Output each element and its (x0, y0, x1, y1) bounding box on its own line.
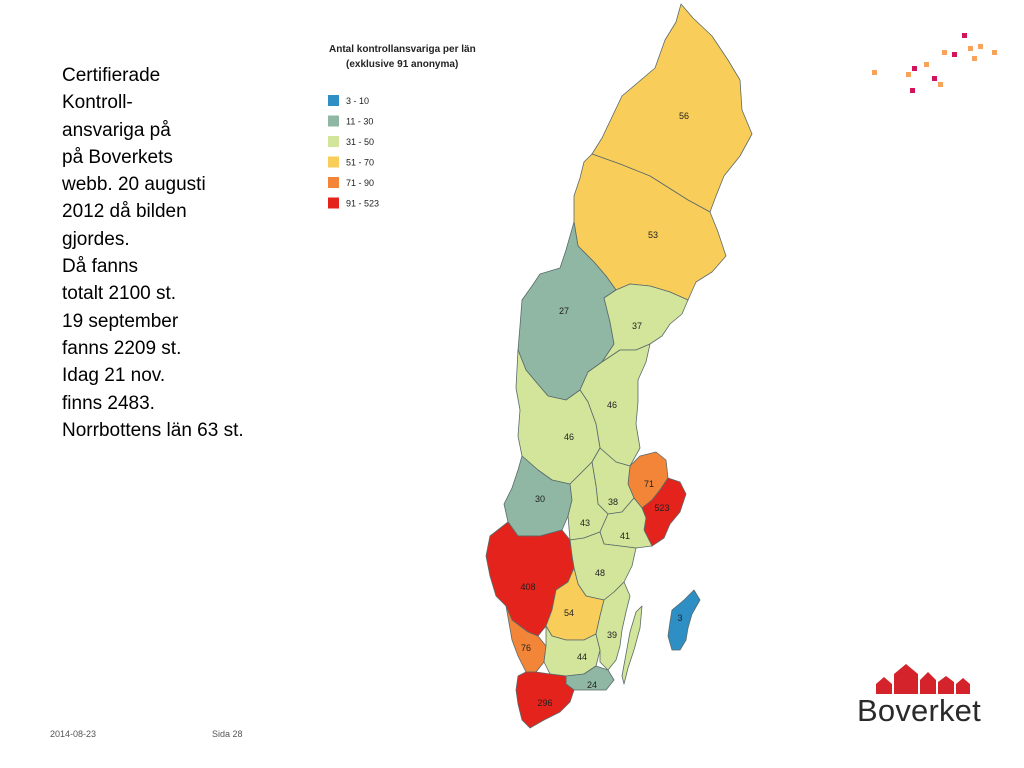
logo-house (920, 672, 936, 694)
county-value-label: 46 (564, 432, 574, 442)
legend-label: 11 - 30 (346, 117, 373, 127)
decorative-dot (932, 76, 937, 81)
note-line: fanns 2209 st. (62, 337, 182, 359)
legend-swatch (328, 177, 339, 188)
decorative-dot (872, 70, 877, 75)
legend-title-line2: (exklusive 91 anonyma) (346, 59, 458, 70)
legend-swatch (328, 136, 339, 147)
county-value-label: 24 (587, 680, 597, 690)
legend-title-line1: Antal kontrollansvariga per län (329, 44, 476, 55)
note-line: webb. 20 augusti (62, 174, 206, 196)
county-value-labels: 56 53 27 37 46 46 30 71 523 38 43 41 48 408 54 76 44 39 3 2… (520, 111, 689, 708)
note-line: totalt 2100 st. (62, 283, 177, 305)
county-value-label: 38 (608, 497, 618, 507)
logo-house (876, 677, 892, 694)
note-line: Certifierade (62, 65, 161, 86)
decorative-dot (906, 72, 911, 77)
legend-label: 3 - 10 (346, 96, 369, 106)
logo-house (956, 678, 970, 694)
county-value-label: 30 (535, 494, 545, 504)
county-value-label: 46 (607, 400, 617, 410)
county-region (515, 671, 575, 729)
note-line: Kontroll- (62, 92, 133, 114)
county-value-label: 39 (607, 630, 617, 640)
decorative-dots (872, 33, 997, 93)
county-region (601, 283, 689, 363)
note-line: 2012 då bilden (62, 201, 187, 223)
oland-island (621, 605, 643, 685)
boverket-logo-text: Boverket (857, 693, 981, 728)
county-value-label: 71 (644, 479, 654, 489)
county-value-label: 76 (521, 643, 531, 653)
county-regions (485, 3, 753, 729)
county-value-label: 48 (595, 568, 605, 578)
legend-label: 51 - 70 (346, 158, 374, 168)
note-line: på Boverkets (62, 146, 173, 168)
county-value-label: 43 (580, 518, 590, 528)
county-value-label: 408 (520, 582, 535, 592)
decorative-dot (972, 56, 977, 61)
county-value-label: 41 (620, 531, 630, 541)
footer-date: 2014-08-23 (50, 729, 97, 739)
logo-house (894, 664, 918, 694)
note-line: Idag 21 nov. (62, 365, 166, 387)
decorative-dot (962, 33, 967, 38)
county-value-label: 56 (679, 111, 689, 121)
legend-label: 91 - 523 (346, 199, 379, 209)
decorative-dot (978, 44, 983, 49)
county-value-label: 523 (654, 503, 669, 513)
legend-swatch (328, 156, 339, 168)
note-line: ansvariga på (62, 119, 171, 141)
note-line: Norrbottens län 63 st. (62, 419, 244, 441)
decorative-dot (942, 50, 947, 55)
decorative-dot (992, 50, 997, 55)
county-region (595, 581, 631, 671)
note-line: finns 2483. (62, 392, 155, 414)
note-line: 19 september (62, 310, 179, 332)
footer-page-number: Sida 28 (212, 729, 243, 739)
decorative-dot (968, 46, 973, 51)
note-line: gjordes. (62, 228, 130, 250)
decorative-dot (938, 82, 943, 87)
decorative-dot (912, 66, 917, 71)
county-region (667, 589, 701, 651)
county-value-label: 27 (559, 306, 569, 316)
county-value-label: 53 (648, 230, 658, 240)
legend-swatch (328, 197, 339, 209)
county-value-label: 296 (537, 698, 552, 708)
note-line: Då fanns (62, 256, 139, 278)
legend: 3 - 10 11 - 30 31 - 50 51 - 70 71 - 90 91 - 5… (328, 95, 379, 209)
boverket-logo-icon (876, 664, 970, 694)
legend-label: 31 - 50 (346, 137, 374, 147)
legend-swatch (328, 115, 339, 127)
county-value-label: 44 (577, 652, 587, 662)
legend-label: 71 - 90 (346, 178, 374, 188)
logo-house (938, 676, 954, 694)
county-value-label: 37 (632, 321, 642, 331)
decorative-dot (952, 52, 957, 57)
legend-swatch (328, 95, 339, 106)
decorative-dot (924, 62, 929, 67)
county-value-label: 54 (564, 608, 574, 618)
county-value-label: 3 (677, 613, 682, 623)
slide-note: Certifierade Kontroll-ansvariga på på Bove… (62, 62, 302, 444)
decorative-dot (910, 88, 915, 93)
